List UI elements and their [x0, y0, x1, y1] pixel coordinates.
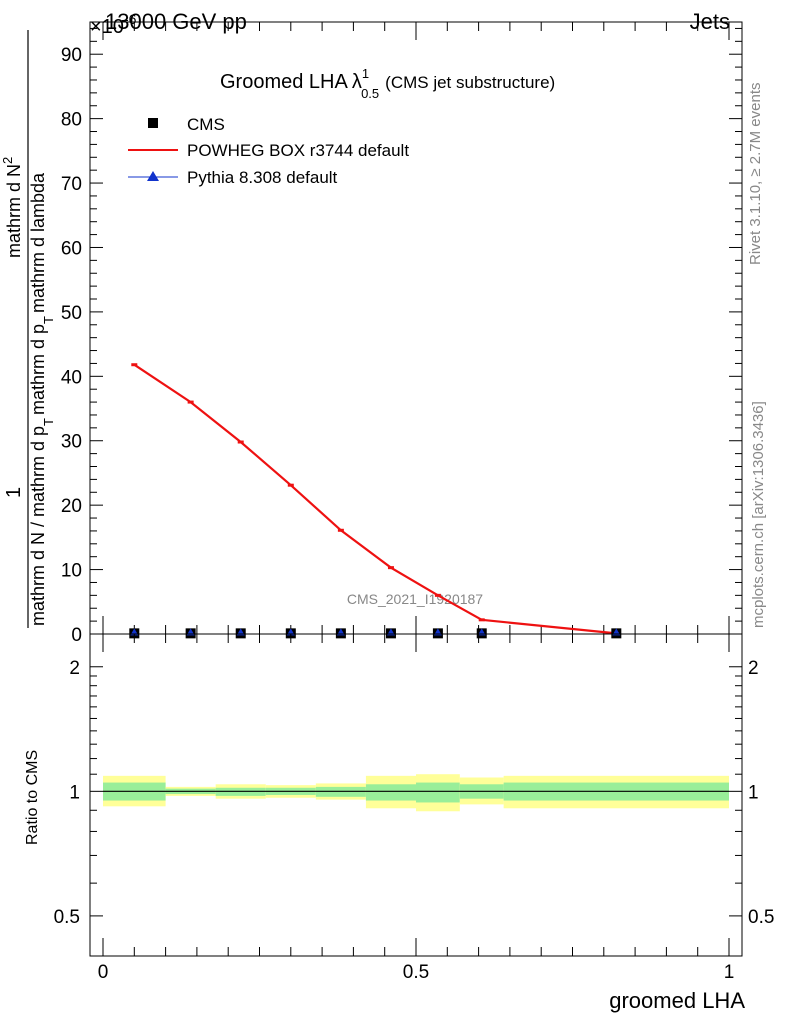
- legend-cms-marker: [148, 118, 158, 128]
- analysis-label: CMS_2021_I1920187: [347, 591, 483, 607]
- x-tick-label: 1: [724, 962, 735, 983]
- main-panel: 0 10 20 30 40 50 60 70 80 90 Groomed LHA λ1 0.5(CMS…: [0, 21, 743, 646]
- legend-powheg-label: POWHEG BOX r3744 default: [187, 141, 409, 160]
- main-y-label: 1 mathrm d N / mathrm d pTmathrm d pTmat…: [0, 30, 56, 628]
- ratio-y-tick-label: 1: [69, 782, 80, 803]
- main-y-tick-label: 30: [61, 432, 82, 453]
- ratio-bands: [103, 774, 729, 812]
- y-label-upper: mathrm d N2: [0, 157, 24, 258]
- y-label-denominator: mathrm d N / mathrm d pTmathrm d pTmathr…: [28, 172, 56, 626]
- legend-cms-label: CMS: [187, 115, 225, 134]
- y-label-numerator: 1: [3, 487, 25, 498]
- main-y-tick-label: 40: [61, 367, 82, 388]
- main-y-axis: 0 10 20 30 40 50 60 70 80 90: [61, 27, 742, 646]
- stat-band: [416, 782, 460, 803]
- ratio-y-label: Ratio to CMS: [24, 750, 41, 845]
- rivet-version-text: Rivet 3.1.10, ≥ 2.7M events: [747, 83, 764, 266]
- main-y-tick-label: 20: [61, 496, 82, 517]
- legend-pythia-marker: [147, 171, 159, 181]
- main-y-tick-label: 50: [61, 303, 82, 324]
- ratio-y-tick-label: 2: [69, 658, 80, 679]
- mcplots-text: mcplots.cern.ch [arXiv:1306.3436]: [750, 401, 767, 628]
- main-y-tick-label: 90: [61, 45, 82, 66]
- chart-title: Groomed LHA λ1 0.5(CMS jet substructure): [220, 66, 555, 101]
- x-tick-label: 0.5: [403, 962, 429, 983]
- main-y-tick-label: 80: [61, 110, 82, 131]
- legend: CMS POWHEG BOX r3744 default Pythia 8.30…: [128, 115, 409, 187]
- y-multiplier-base: ×10: [90, 16, 124, 38]
- main-y-tick-label: 70: [61, 174, 82, 195]
- x-axis-label: groomed LHA: [609, 988, 745, 1013]
- main-x-axis-ticks: [102, 22, 730, 634]
- main-y-tick-label: 10: [61, 561, 82, 582]
- ratio-y-tick-label-right: 2: [748, 658, 759, 679]
- ratio-x-axis: 0 0.5 1: [98, 634, 735, 983]
- main-y-tick-label: 0: [71, 625, 82, 646]
- ratio-y-tick-label-right: 1: [748, 782, 759, 803]
- y-multiplier-exponent: -6: [124, 11, 137, 27]
- main-frame: [89, 21, 743, 635]
- ratio-y-axis: 0.5 0.5 1 1 2 2: [54, 658, 775, 928]
- x-tick-label: 0: [98, 962, 109, 983]
- ratio-y-tick-label: 0.5: [54, 907, 80, 928]
- ratio-y-tick-label-right: 0.5: [748, 907, 774, 928]
- stat-band: [365, 784, 416, 801]
- legend-pythia-label: Pythia 8.308 default: [187, 168, 338, 187]
- main-y-tick-label: 60: [61, 238, 82, 259]
- ratio-panel: 0.5 0.51 12 2 0 0.5 1 Ratio to CMS groomed LH…: [24, 633, 775, 1013]
